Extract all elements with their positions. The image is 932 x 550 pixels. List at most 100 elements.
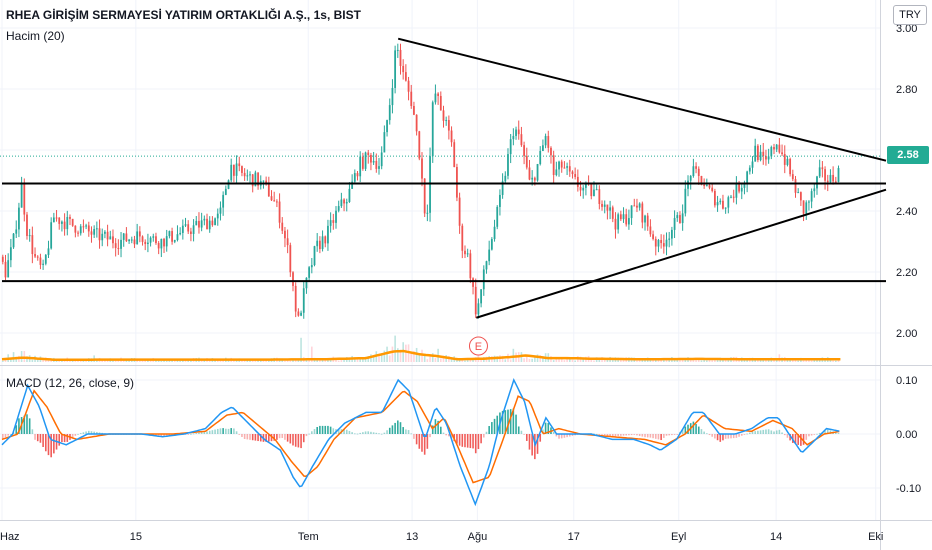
macd-histogram-bar — [671, 434, 673, 436]
candle-body — [775, 144, 778, 150]
candle-body — [106, 231, 109, 240]
macd-histogram-bar — [233, 428, 235, 434]
candle-body — [364, 152, 367, 169]
macd-histogram-bar — [703, 431, 705, 434]
volume-bar — [794, 359, 797, 362]
candle-body — [458, 197, 461, 226]
time-tick-label: Eyl — [671, 531, 686, 543]
candle-body — [515, 129, 517, 136]
volume-bar — [464, 360, 466, 362]
macd-histogram-bar — [625, 434, 628, 436]
macd-histogram-bar — [493, 418, 496, 434]
candle-body — [595, 189, 598, 191]
candle-body — [372, 160, 375, 163]
macd-histogram-bar — [633, 434, 636, 435]
candle-body — [52, 217, 55, 223]
macd-histogram-bar — [622, 434, 625, 436]
candle-body — [676, 215, 679, 219]
price-tick-label: 2.00 — [896, 328, 917, 340]
volume-bar — [636, 360, 638, 362]
macd-histogram-bar — [399, 422, 402, 434]
candle-body — [257, 172, 259, 186]
candle-body — [509, 139, 512, 155]
candle-body — [147, 242, 149, 245]
candle-body — [539, 150, 542, 165]
candle-body — [128, 239, 130, 242]
candle-body — [547, 136, 550, 148]
candle-body — [574, 174, 577, 177]
candle-body — [703, 184, 706, 187]
volume-bar — [689, 359, 692, 362]
macd-histogram-bar — [711, 434, 714, 437]
candle-body — [415, 114, 418, 132]
macd-histogram-bar — [727, 434, 730, 439]
macd-histogram-bar — [781, 432, 783, 434]
volume-bar — [168, 360, 171, 362]
macd-histogram-bar — [415, 434, 418, 445]
candle-body — [413, 105, 415, 115]
macd-histogram-bar — [53, 434, 55, 454]
macd-histogram-bar — [641, 434, 644, 437]
volume-bar — [141, 360, 144, 362]
volume-bar — [203, 360, 206, 362]
volume-indicator-label[interactable]: Hacim (20) — [6, 29, 65, 43]
macd-histogram-bar — [343, 429, 345, 434]
volume-bar — [214, 359, 216, 362]
macd-histogram-bar — [200, 432, 203, 434]
candle-body — [308, 267, 311, 278]
volume-bar — [335, 359, 337, 362]
macd-histogram-bar — [700, 429, 703, 434]
macd-histogram-bar — [410, 433, 413, 435]
candle-body — [184, 224, 187, 226]
volume-bar — [421, 349, 423, 362]
macd-histogram-bar — [26, 414, 28, 434]
trendline-triangle-upper — [397, 37, 887, 162]
candle-body — [332, 220, 335, 223]
macd-histogram-bar — [808, 434, 810, 437]
volume-bar — [523, 358, 525, 362]
macd-histogram-bar — [611, 434, 614, 437]
symbol-title[interactable]: RHEA GİRİŞİM SERMAYESİ YATIRIM ORTAKLIĞI… — [6, 8, 361, 22]
candle-body — [606, 204, 609, 211]
candle-body — [496, 206, 499, 227]
macd-histogram-bar — [356, 433, 359, 435]
macd-histogram-bar — [160, 434, 163, 437]
candle-body — [187, 224, 190, 232]
volume-bar — [2, 360, 4, 362]
candle-body — [579, 186, 582, 191]
macd-histogram-bar — [192, 433, 195, 435]
candle-body — [378, 166, 380, 169]
candle-body — [189, 231, 192, 234]
volume-bar — [571, 359, 574, 362]
candle-body — [61, 221, 63, 224]
macd-histogram-bar — [367, 431, 370, 434]
macd-histogram-bar — [800, 434, 802, 446]
candle-body — [12, 233, 15, 248]
candle-body — [28, 235, 31, 237]
macd-indicator-label[interactable]: MACD (12, 26, close, 9) — [6, 376, 135, 390]
volume-bar — [286, 360, 289, 362]
candle-body — [445, 120, 448, 122]
macd-histogram-bar — [313, 429, 316, 434]
candle-body — [746, 171, 749, 185]
volume-bar — [450, 358, 453, 362]
time-tick-label: 13 — [406, 531, 418, 543]
candle-body — [15, 229, 18, 234]
macd-histogram-bar — [378, 433, 380, 435]
candle-body — [638, 203, 641, 208]
candle-body — [735, 182, 738, 198]
macd-histogram-bar — [292, 434, 294, 446]
candle-body — [399, 49, 402, 66]
trendline-triangle-lower — [476, 188, 887, 319]
volume-bar — [652, 359, 654, 362]
volume-bar — [423, 355, 426, 362]
candle-body — [329, 220, 332, 226]
currency-badge[interactable]: TRY — [893, 5, 927, 25]
volume-bar — [327, 359, 329, 362]
candle-body — [748, 167, 751, 172]
candle-body — [488, 249, 491, 262]
time-tick-label: 14 — [770, 531, 782, 543]
volume-bar — [257, 360, 259, 362]
macd-histogram-bar — [474, 434, 477, 454]
